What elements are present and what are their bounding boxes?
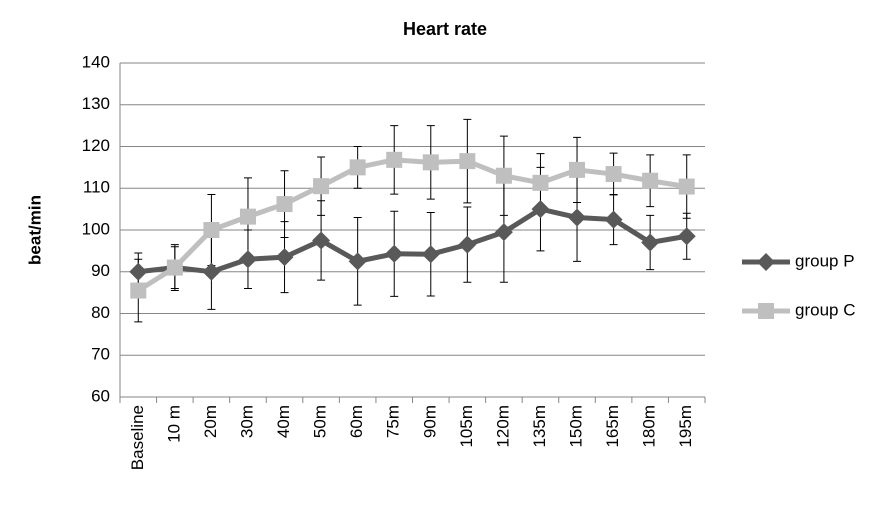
y-tick-label: 140: [82, 52, 110, 71]
y-tick-label: 90: [91, 261, 110, 280]
legend-marker: [758, 303, 774, 319]
data-point: [678, 178, 695, 195]
legend-marker: [757, 253, 775, 271]
data-point: [202, 262, 221, 281]
data-point: [313, 178, 330, 195]
x-tick-label: 135m: [530, 405, 549, 448]
data-point: [129, 262, 148, 281]
y-tick-label: 60: [91, 386, 110, 405]
data-point: [531, 200, 550, 219]
y-tick-label: 70: [91, 345, 110, 364]
data-point: [422, 154, 439, 171]
data-point: [459, 153, 476, 170]
series-line: [137, 206, 688, 275]
y-tick-label: 80: [91, 303, 110, 322]
x-tick-label: 165m: [603, 405, 622, 448]
data-point: [605, 166, 622, 183]
data-point: [677, 227, 696, 246]
data-point: [458, 235, 477, 254]
y-tick-label: 100: [82, 219, 110, 238]
data-point: [386, 151, 403, 168]
data-point: [276, 196, 293, 213]
x-tick-label: 105m: [457, 405, 476, 448]
data-point: [239, 208, 256, 225]
x-tick-label: 180m: [640, 405, 659, 448]
x-tick-label: 75m: [384, 405, 403, 438]
x-tick-label: 60m: [347, 405, 366, 438]
data-point: [348, 252, 367, 271]
data-point: [349, 159, 366, 176]
data-point: [166, 259, 183, 276]
data-point: [275, 248, 294, 267]
x-tick-label: 20m: [201, 405, 220, 438]
y-tick-label: 110: [83, 178, 110, 197]
x-tick-label: Baseline: [128, 405, 147, 470]
data-point: [238, 250, 257, 269]
x-tick-label: 40m: [274, 405, 293, 438]
x-tick-label: 195m: [676, 405, 695, 448]
data-point: [494, 223, 513, 242]
data-point: [532, 174, 549, 191]
data-point: [312, 231, 331, 250]
x-tick-label: 150m: [567, 405, 586, 448]
y-axis-label: beat/min: [25, 195, 44, 265]
data-point: [569, 161, 586, 178]
x-tick-label: 90m: [420, 405, 439, 438]
data-point: [568, 208, 587, 227]
legend-label: group C: [795, 300, 855, 319]
x-tick-label: 50m: [311, 405, 330, 438]
x-tick-label: 10 m: [164, 405, 183, 443]
data-point: [642, 172, 659, 189]
data-point: [421, 245, 440, 264]
data-point: [641, 233, 660, 252]
data-point: [495, 167, 512, 184]
x-tick-label: 120m: [493, 405, 512, 448]
data-point: [604, 210, 623, 229]
data-point: [203, 222, 220, 238]
data-point: [130, 282, 147, 299]
y-tick-label: 130: [82, 94, 110, 113]
y-tick-label: 120: [82, 136, 110, 155]
series-line: [136, 157, 688, 293]
data-point: [385, 244, 404, 263]
x-tick-label: 30m: [237, 405, 256, 438]
legend-label: group P: [795, 251, 855, 270]
chart-title: Heart rate: [403, 19, 487, 39]
